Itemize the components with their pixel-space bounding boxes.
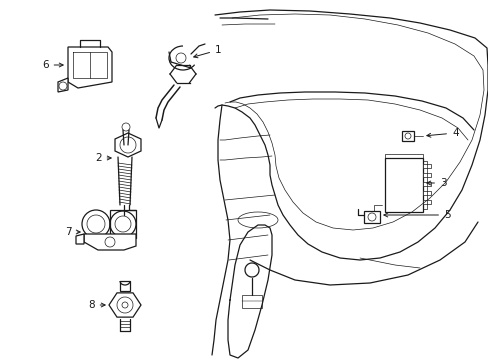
Polygon shape <box>422 182 430 186</box>
Text: 4: 4 <box>426 128 458 138</box>
Polygon shape <box>422 164 430 168</box>
Text: 1: 1 <box>193 45 221 58</box>
Polygon shape <box>384 158 422 212</box>
Polygon shape <box>109 293 141 317</box>
Polygon shape <box>401 131 413 141</box>
Polygon shape <box>422 191 430 195</box>
Polygon shape <box>115 133 141 157</box>
Polygon shape <box>84 234 136 250</box>
Text: 6: 6 <box>42 60 63 70</box>
Polygon shape <box>110 210 136 238</box>
Text: 7: 7 <box>65 227 80 237</box>
Text: 5: 5 <box>383 210 450 220</box>
Polygon shape <box>58 78 68 92</box>
Polygon shape <box>242 295 262 308</box>
Polygon shape <box>68 47 112 88</box>
Text: 3: 3 <box>426 178 446 188</box>
Polygon shape <box>422 200 430 204</box>
Text: 8: 8 <box>88 300 105 310</box>
Polygon shape <box>363 211 379 223</box>
Polygon shape <box>76 234 84 244</box>
Polygon shape <box>120 281 130 291</box>
Text: 2: 2 <box>95 153 111 163</box>
Polygon shape <box>422 173 430 177</box>
